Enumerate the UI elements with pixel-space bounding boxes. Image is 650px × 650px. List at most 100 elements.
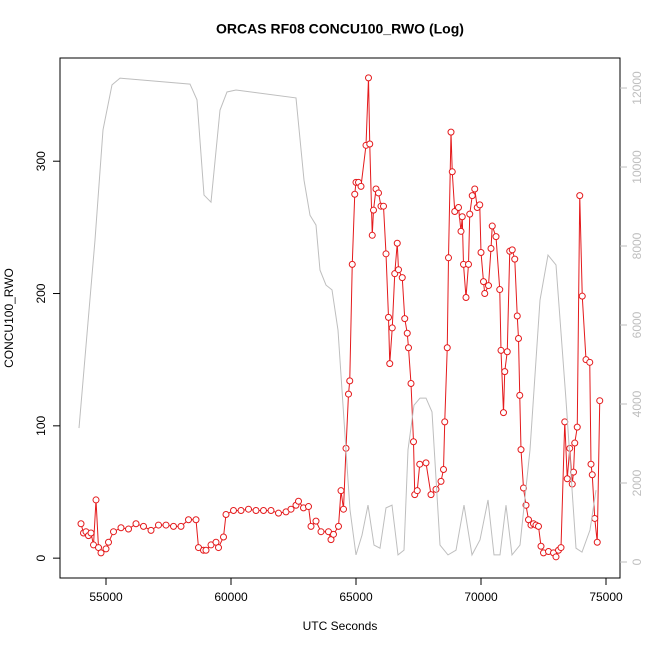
data-point xyxy=(346,377,354,385)
data-point xyxy=(466,210,474,218)
data-point xyxy=(563,475,571,483)
data-point xyxy=(357,182,365,190)
y-tick-label: 100 xyxy=(34,416,48,436)
data-point xyxy=(586,358,594,366)
x-tick-label: 70000 xyxy=(464,590,498,604)
data-point xyxy=(177,522,185,530)
data-point xyxy=(427,491,435,499)
data-point xyxy=(202,546,210,554)
data-point xyxy=(305,503,312,511)
data-point xyxy=(457,227,465,235)
data-point xyxy=(230,507,237,515)
data-point xyxy=(471,185,479,193)
data-point xyxy=(448,168,456,176)
data-point xyxy=(587,460,595,468)
data-point xyxy=(395,266,402,274)
data-point xyxy=(401,315,409,323)
data-point xyxy=(537,542,545,550)
data-point xyxy=(501,368,509,376)
y-axis-label: CONCU100_RWO xyxy=(2,268,16,368)
data-point xyxy=(593,538,601,546)
data-point xyxy=(388,324,396,332)
data-point xyxy=(351,190,359,198)
x-tick-label: 55000 xyxy=(89,590,123,604)
data-point xyxy=(576,192,584,200)
data-point xyxy=(97,549,105,557)
data-point xyxy=(480,278,487,286)
data-point xyxy=(557,544,565,552)
data-point xyxy=(455,204,462,212)
data-point xyxy=(398,274,406,282)
data-point xyxy=(413,487,421,495)
data-point xyxy=(77,520,85,528)
data-point xyxy=(345,390,352,398)
data-point xyxy=(503,348,511,356)
data-point xyxy=(102,545,110,553)
data-point xyxy=(237,507,245,515)
data-point xyxy=(222,510,230,518)
data-point xyxy=(335,522,342,530)
data-point xyxy=(125,525,132,533)
data-point xyxy=(348,260,356,268)
y-tick-label: 0 xyxy=(34,554,48,561)
data-point xyxy=(437,477,445,485)
data-point xyxy=(147,526,155,534)
data-point xyxy=(252,507,260,515)
data-point xyxy=(588,471,596,479)
data-point xyxy=(370,206,377,214)
data-point xyxy=(380,202,387,210)
data-point xyxy=(447,128,455,136)
data-point xyxy=(445,254,452,262)
data-point xyxy=(87,529,95,537)
data-point xyxy=(535,522,542,530)
y2-tick-label: 4000 xyxy=(630,390,644,417)
data-point xyxy=(330,530,337,538)
data-point xyxy=(481,290,489,298)
x-axis-label: UTC Seconds xyxy=(303,619,378,633)
data-point xyxy=(516,391,524,399)
data-point xyxy=(365,74,372,82)
data-point xyxy=(571,439,579,447)
data-point xyxy=(416,460,424,468)
data-point xyxy=(132,520,140,528)
data-point xyxy=(422,459,430,467)
data-point xyxy=(432,485,440,493)
x-tick-label: 75000 xyxy=(589,590,623,604)
data-point xyxy=(337,487,345,495)
x-tick-label: 60000 xyxy=(214,590,248,604)
data-point xyxy=(403,329,411,337)
data-point xyxy=(92,496,100,504)
data-point xyxy=(287,505,295,513)
data-point xyxy=(496,286,504,294)
data-point xyxy=(155,521,162,529)
data-point xyxy=(468,192,476,200)
data-point xyxy=(508,246,516,254)
data-point xyxy=(513,312,521,320)
data-point xyxy=(515,335,522,343)
data-point xyxy=(465,260,472,268)
data-point xyxy=(441,418,449,426)
data-point xyxy=(405,344,412,352)
data-point xyxy=(382,250,390,258)
data-point xyxy=(487,245,495,253)
data-point xyxy=(578,292,586,300)
data-point xyxy=(295,497,302,505)
data-point xyxy=(476,201,484,209)
data-point xyxy=(312,517,320,525)
data-point xyxy=(492,233,500,241)
y2-tick-label: 12000 xyxy=(630,71,644,105)
data-point xyxy=(215,544,222,552)
x-tick-label: 65000 xyxy=(339,590,373,604)
y2-tick-label: 0 xyxy=(630,558,644,565)
data-point xyxy=(260,507,267,515)
data-point xyxy=(500,409,507,417)
data-point xyxy=(245,505,252,513)
data-point xyxy=(485,282,492,290)
data-point xyxy=(275,509,282,517)
data-point xyxy=(440,466,447,474)
data-point xyxy=(407,379,415,387)
data-point xyxy=(573,423,581,431)
data-point xyxy=(317,528,325,536)
series-line xyxy=(78,77,597,557)
